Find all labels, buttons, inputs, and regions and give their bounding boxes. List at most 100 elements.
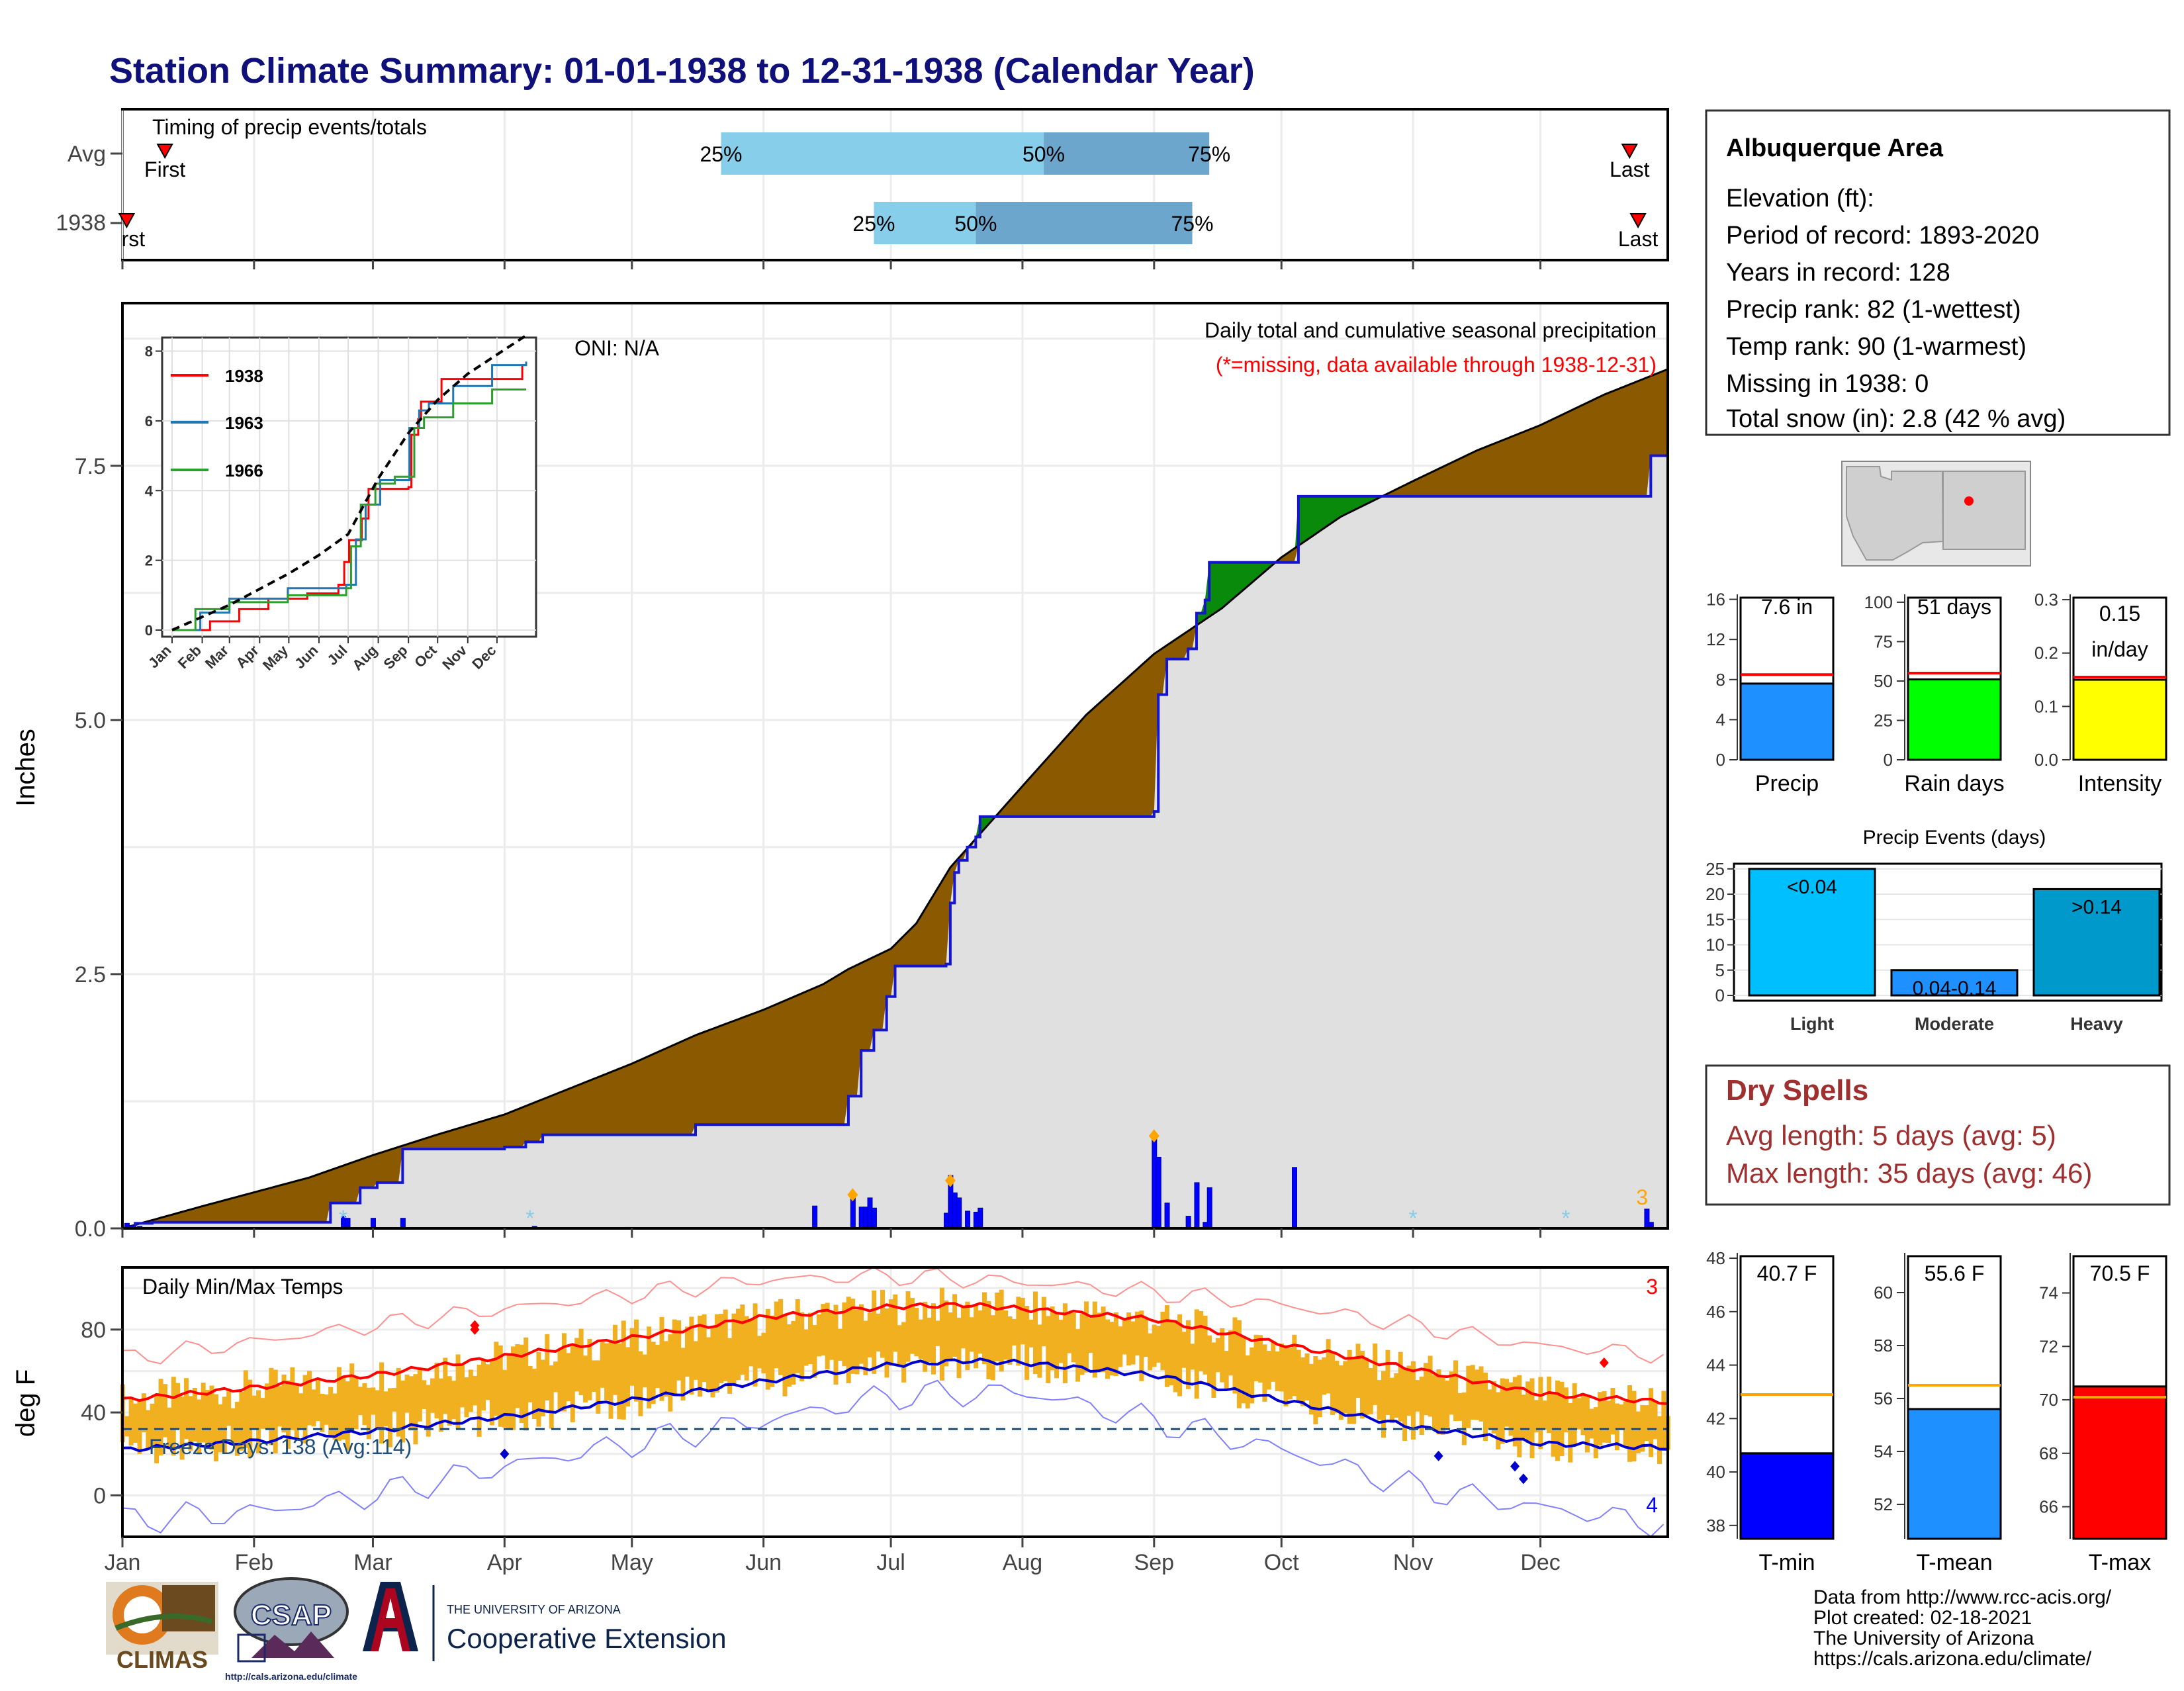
- daily-temp-bar: [1538, 1377, 1543, 1449]
- events-bar-label: >0.14: [2071, 896, 2122, 918]
- daily-temp-bar: [952, 1294, 958, 1357]
- temp-summary-ytick-label: 66: [2039, 1497, 2058, 1517]
- daily-temp-bar: [273, 1369, 278, 1454]
- daily-temp-bar: [553, 1361, 559, 1393]
- daily-temp-bar: [404, 1374, 410, 1413]
- daily-temp-bar: [171, 1377, 176, 1456]
- daily-temp-bar: [1398, 1351, 1403, 1422]
- daily-temp-bar: [146, 1410, 151, 1449]
- temp-summary-ytick-label: 42: [1706, 1408, 1725, 1428]
- daily-temp-bar: [1071, 1312, 1076, 1363]
- month-label-apr: Apr: [487, 1550, 522, 1575]
- inset-ytick-label: 8: [145, 343, 153, 360]
- daily-temp-bar: [561, 1333, 567, 1412]
- daily-temp-bar: [1088, 1318, 1093, 1353]
- daily-temp-bar: [1266, 1351, 1271, 1390]
- daily-temp-bar: [1419, 1376, 1424, 1436]
- daily-temp-bar: [854, 1309, 860, 1375]
- locator-map: [1841, 461, 2031, 567]
- temp-summary-ytick-label: 46: [1706, 1302, 1725, 1322]
- daily-temp-bar: [680, 1348, 686, 1401]
- events-ytick-label: 20: [1706, 884, 1725, 904]
- summary-bar-precip: [1739, 682, 1835, 761]
- daily-temp-bar: [375, 1390, 380, 1428]
- daily-temp-bar: [837, 1328, 842, 1361]
- daily-temp-bar: [876, 1313, 881, 1352]
- daily-temp-bar: [197, 1399, 202, 1455]
- daily-temp-bar: [1338, 1365, 1343, 1420]
- daily-temp-bar: [269, 1367, 274, 1445]
- inset-legend-1963: 1963: [225, 413, 263, 433]
- station-temp-rank: Temp rank: 90 (1-warmest): [1726, 333, 2026, 361]
- daily-temp-bar: [506, 1355, 512, 1430]
- daily-temp-bar: [995, 1292, 1000, 1361]
- daily-temp-bar: [1079, 1313, 1085, 1375]
- daily-temp-bar: [1173, 1320, 1178, 1393]
- daily-temp-bar: [430, 1378, 435, 1413]
- daily-temp-bar: [1457, 1393, 1463, 1421]
- daily-temp-bar: [965, 1301, 970, 1371]
- daily-temp-bar: [243, 1370, 248, 1448]
- daily-temp-bar: [816, 1314, 821, 1357]
- daily-temp-bar: [901, 1322, 907, 1383]
- daily-temp-bar: [1432, 1375, 1437, 1431]
- station-elevation: Elevation (ft):: [1726, 185, 1874, 212]
- daily-temp-bar: [353, 1377, 359, 1430]
- daily-temp-bar: [383, 1391, 388, 1427]
- daily-temp-bar: [1148, 1333, 1153, 1371]
- daily-temp-bar: [786, 1324, 792, 1387]
- daily-temp-bar: [1122, 1320, 1127, 1355]
- daily-temp-bar: [693, 1341, 698, 1380]
- timing-p50-label: 50%: [1023, 142, 1065, 166]
- daily-temp-bar: [1606, 1400, 1611, 1443]
- daily-temp-bar: [578, 1328, 584, 1396]
- daily-temp-bar: [744, 1316, 749, 1381]
- daily-temp-bar: [1521, 1394, 1526, 1438]
- first-event-marker: [118, 213, 136, 229]
- daily-temp-bar: [1445, 1381, 1450, 1428]
- daily-temp-bar: [863, 1320, 868, 1375]
- daily-temp-bar: [1199, 1310, 1204, 1371]
- footer-line2: Plot created: 02-18-2021: [1813, 1607, 2032, 1629]
- daily-temp-bar: [935, 1320, 940, 1346]
- temp-summary-bar-t-max: [2072, 1385, 2167, 1540]
- daily-temp-bar: [1453, 1360, 1459, 1422]
- timing-bar-25-50: [874, 202, 976, 244]
- daily-temp-bar: [1300, 1357, 1306, 1406]
- temp-summary-ytick-label: 40: [1706, 1462, 1725, 1482]
- csap-logo: CSAP http://cals.arizona.edu/climate: [225, 1577, 357, 1682]
- daily-temp-bar: [672, 1319, 677, 1396]
- daily-temp-bar: [532, 1369, 537, 1420]
- events-xlabel: Light: [1790, 1014, 1834, 1034]
- daily-temp-bar: [251, 1395, 257, 1429]
- events-bar-label: 0.04-0.14: [1913, 978, 1997, 999]
- month-label-sep: Sep: [1134, 1550, 1175, 1575]
- daily-temp-bar: [1525, 1381, 1531, 1443]
- daily-temp-bar: [1190, 1344, 1195, 1370]
- temp-summary-ytick-label: 58: [1874, 1336, 1893, 1355]
- summary-ytick-label: 0: [1884, 750, 1893, 770]
- daily-temp-bar: [1304, 1353, 1310, 1400]
- snow-day-marker: *: [1408, 1206, 1417, 1231]
- daily-temp-bar: [931, 1303, 936, 1375]
- events-ytick-label: 10: [1706, 935, 1725, 955]
- daily-temp-bar: [642, 1354, 647, 1388]
- missing-note: (*=missing, data available through 1938-…: [1216, 353, 1657, 377]
- month-label-jul: Jul: [876, 1550, 905, 1575]
- daily-temp-bar: [1343, 1361, 1348, 1414]
- daily-precip-bar: [956, 1197, 962, 1229]
- daily-temp-bar: [285, 1380, 291, 1449]
- temp-summary-ytick-label: 38: [1706, 1516, 1725, 1535]
- daily-temp-bar: [1631, 1391, 1637, 1462]
- daily-temp-bar: [311, 1389, 316, 1427]
- daily-temp-bar: [1661, 1391, 1666, 1451]
- precip-caption: Daily total and cumulative seasonal prec…: [1205, 318, 1657, 342]
- daily-temp-bar: [290, 1367, 295, 1430]
- temp-summary-ytick-label: 52: [1874, 1494, 1893, 1514]
- temp-ytick-label: 80: [81, 1318, 106, 1343]
- daily-temp-bar: [1334, 1360, 1340, 1414]
- month-label-feb: Feb: [235, 1550, 274, 1575]
- station-info-box: Albuquerque Area Elevation (ft): Period …: [1705, 109, 2171, 436]
- page-title: Station Climate Summary: 01-01-1938 to 1…: [109, 51, 1255, 91]
- dry-spells-box: Dry Spells Avg length: 5 days (avg: 5) M…: [1705, 1064, 2171, 1206]
